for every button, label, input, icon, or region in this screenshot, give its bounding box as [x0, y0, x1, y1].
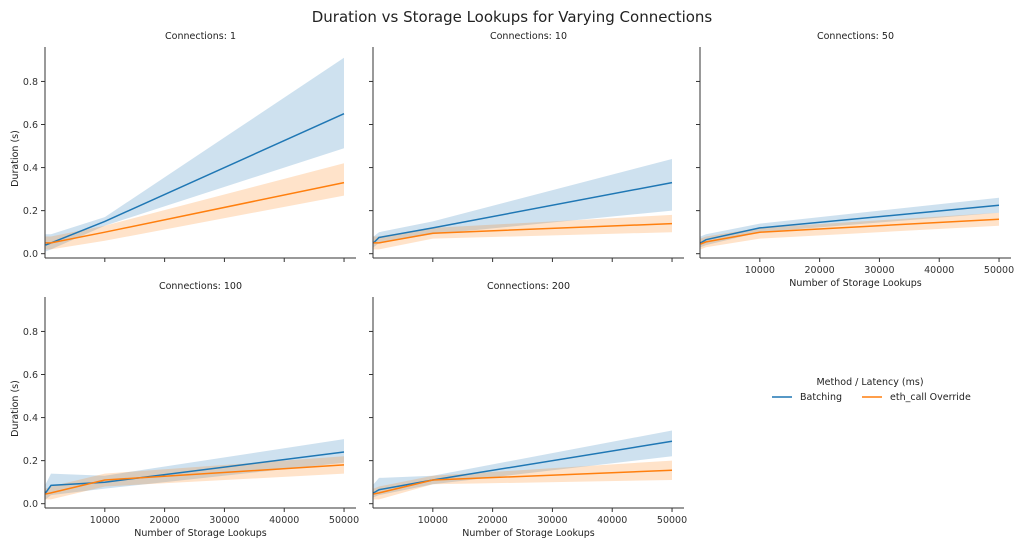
x-tick-label: 20000 — [149, 515, 179, 526]
x-tick-label: 30000 — [864, 265, 894, 276]
ci-band-eth-call-override — [45, 456, 344, 500]
y-axis-label: Duration (s) — [10, 130, 21, 187]
ci-band-eth-call-override — [700, 212, 999, 250]
series-line-batching — [44, 451, 345, 494]
panel-title: Connections: 50 — [817, 31, 894, 42]
y-tick-label: 0.0 — [23, 249, 38, 260]
ci-band-batching — [373, 430, 672, 498]
chart-title: Duration vs Storage Lookups for Varying … — [312, 8, 713, 26]
x-tick-label: 40000 — [597, 515, 627, 526]
y-tick-label: 0.6 — [23, 120, 38, 131]
x-tick-label: 40000 — [924, 265, 954, 276]
ci-band-eth-call-override — [45, 163, 344, 250]
x-tick-label: 50000 — [984, 265, 1014, 276]
x-tick-label: 10000 — [418, 515, 448, 526]
panel-title: Connections: 200 — [487, 281, 570, 292]
series-line-batching — [373, 440, 673, 494]
series-line-eth-call-override — [700, 218, 1000, 245]
series-line-eth-call-override — [45, 181, 345, 244]
ci-band-batching — [45, 439, 344, 500]
x-axis-label: Number of Storage Lookups — [134, 528, 267, 539]
panel-title: Connections: 10 — [490, 31, 567, 42]
panel-title: Connections: 100 — [159, 281, 242, 292]
x-tick-label: 20000 — [804, 265, 834, 276]
panel-title: Connections: 1 — [165, 31, 236, 42]
x-tick-label: 50000 — [657, 515, 687, 526]
series-line-eth-call-override — [45, 464, 345, 495]
panel-5: Connections: 200 10000 20000 30000 40000 5000… — [369, 281, 687, 539]
x-tick-label: 10000 — [745, 265, 775, 276]
x-tick-label: 10000 — [90, 515, 120, 526]
ci-band-batching — [700, 197, 999, 248]
y-tick-label: 0.4 — [23, 163, 38, 174]
series-line-eth-call-override — [373, 469, 673, 495]
x-tick-label: 30000 — [209, 515, 239, 526]
panel-3: Connections: 50 10000 20000 30000 40000 50000… — [696, 31, 1014, 289]
x-tick-label: 20000 — [477, 515, 507, 526]
panel-1: Connections: 1 0.0 0.2 0.4 0.6 0.8 Duration (s… — [10, 31, 356, 262]
legend-label-batching: Batching — [800, 392, 842, 403]
ci-band-eth-call-override — [373, 460, 672, 500]
y-tick-label: 0.8 — [23, 77, 38, 88]
y-tick-label: 0.8 — [23, 327, 38, 338]
y-tick-label: 0.2 — [23, 206, 38, 217]
y-tick-label: 0.4 — [23, 413, 38, 424]
legend-title: Method / Latency (ms) — [816, 377, 923, 388]
legend: Method / Latency (ms) Batching eth_call … — [772, 377, 971, 403]
x-tick-label: 30000 — [537, 515, 567, 526]
x-tick-label: 40000 — [269, 515, 299, 526]
x-tick-label: 50000 — [329, 515, 359, 526]
panel-2: Connections: 10 — [369, 31, 684, 262]
series-line-batching — [700, 204, 1000, 244]
panels: Connections: 1 0.0 0.2 0.4 0.6 0.8 Duration (s… — [10, 31, 1014, 539]
legend-label-eth-call-override: eth_call Override — [890, 392, 971, 403]
y-axis-label: Duration (s) — [10, 380, 21, 437]
series-line-eth-call-override — [373, 222, 673, 244]
ci-band-batching — [45, 57, 344, 252]
panel-4: Connections: 100 0.0 0.2 0.4 0.6 0.8 10000 2000… — [10, 281, 359, 539]
series-line-batching — [373, 181, 673, 244]
y-tick-label: 0.2 — [23, 456, 38, 467]
y-tick-label: 0.0 — [23, 499, 38, 510]
x-axis-label: Number of Storage Lookups — [462, 528, 595, 539]
ci-band-eth-call-override — [373, 214, 672, 250]
series-line-batching — [45, 113, 345, 246]
y-tick-label: 0.6 — [23, 370, 38, 381]
x-axis-label: Number of Storage Lookups — [789, 278, 922, 289]
